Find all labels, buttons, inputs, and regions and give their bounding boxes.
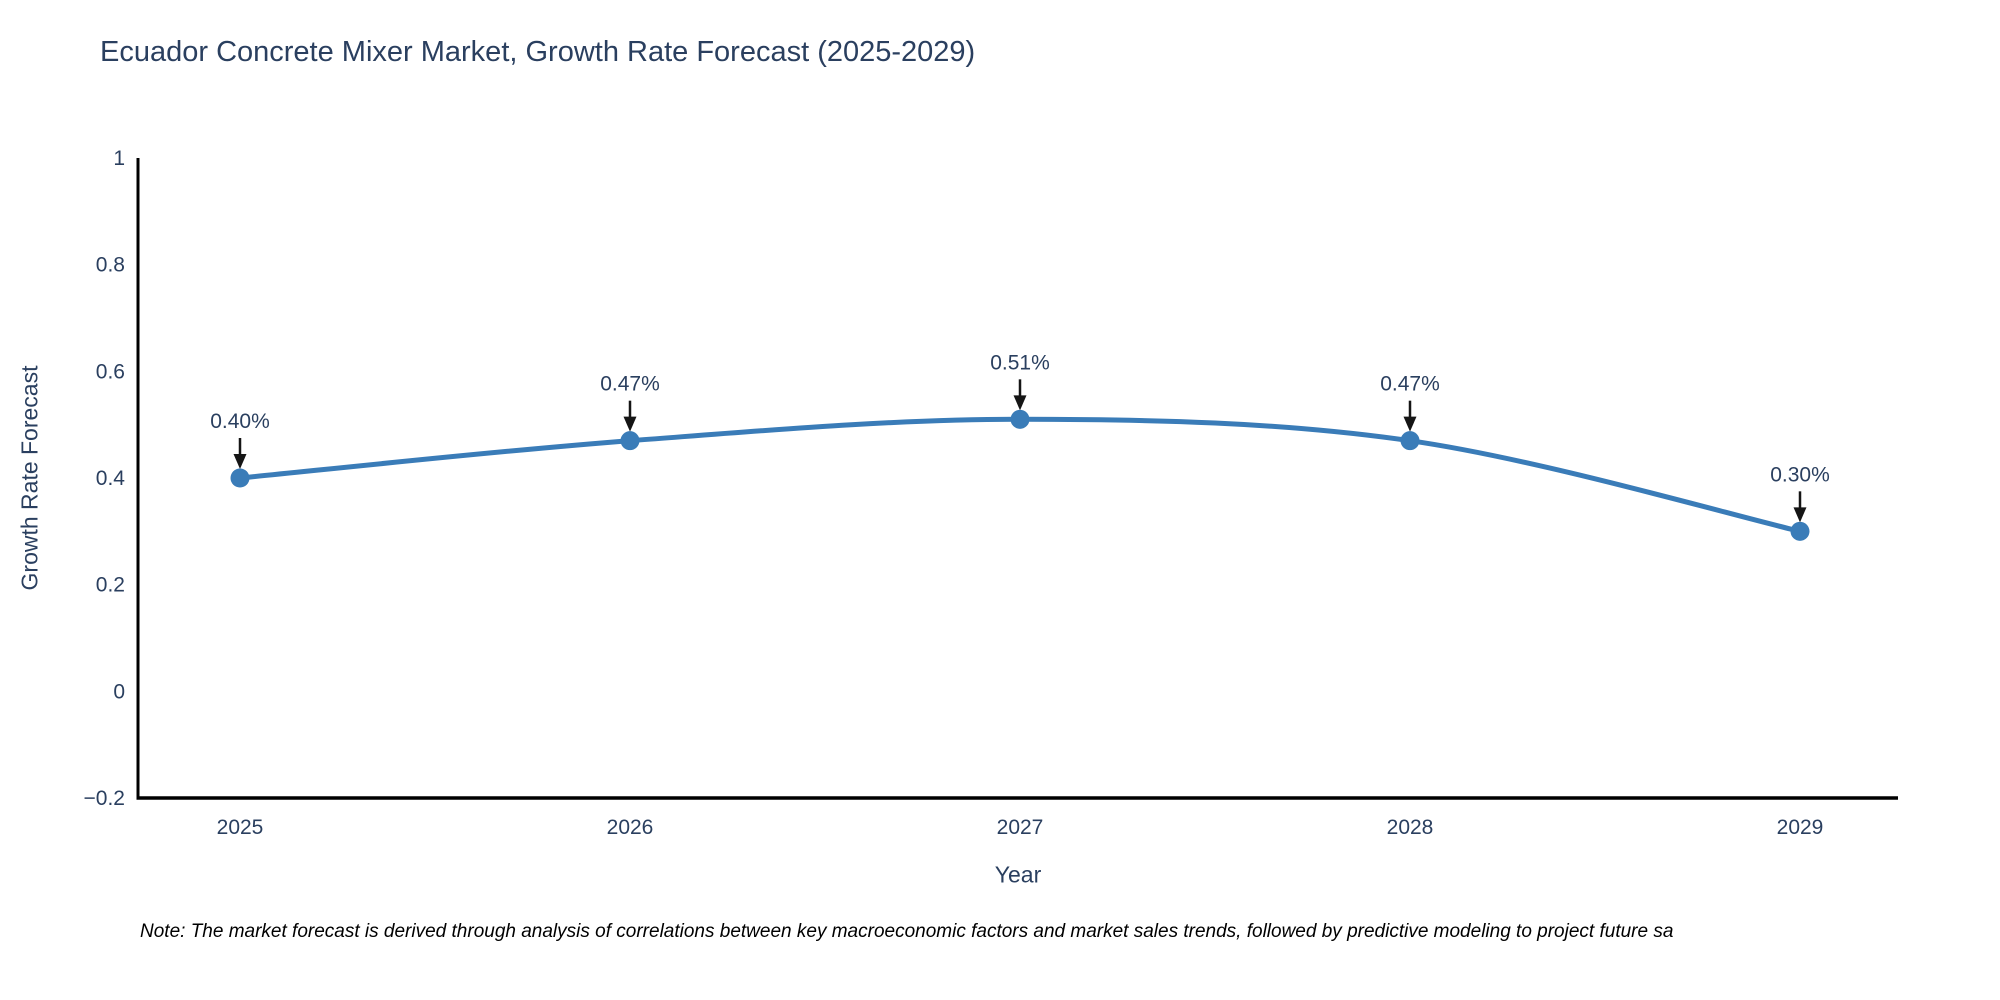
data-point-2029 [1790,521,1810,541]
series-line [237,416,1803,534]
y-tick-label: 1 [113,147,125,170]
annotation-arrow-head [623,416,637,432]
x-tick-label: 2028 [1387,816,1434,839]
x-tick-label: 2029 [1777,816,1824,839]
annotation-arrow-head [1793,507,1807,523]
y-tick-label: 0.8 [96,254,125,277]
annotation-arrow-head [233,454,247,469]
data-point-2026 [620,431,640,451]
y-tick-label: 0.2 [96,574,125,597]
y-tick-label: 0 [113,680,125,703]
annotation-label-2028: 0.47% [1380,373,1440,396]
annotation-arrow-head [1403,416,1417,432]
x-tick-label: 2027 [997,816,1044,839]
x-tick-label: 2026 [607,816,654,839]
x-axis-title: Year [994,861,1042,888]
data-point-2028 [1400,431,1420,451]
data-point-2027 [1010,409,1030,429]
annotation-arrow-head [1013,395,1027,411]
annotation-label-2026: 0.47% [600,373,660,396]
annotation-label-2027: 0.51% [990,351,1050,374]
annotation-label-2029: 0.30% [1770,463,1830,486]
x-tick-label: 2025 [217,816,264,839]
footnote: Note: The market forecast is derived thr… [140,921,1674,942]
data-point-2025 [230,468,250,488]
chart-title: Ecuador Concrete Mixer Market, Growth Ra… [100,36,976,68]
annotation-label-2025: 0.40% [210,410,270,433]
y-tick-label: −0.2 [84,787,125,810]
y-tick-label: 0.4 [96,467,126,490]
y-tick-label: 0.6 [96,360,125,383]
